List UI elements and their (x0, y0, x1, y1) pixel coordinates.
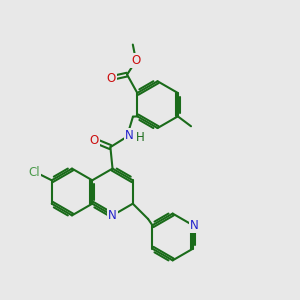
Text: Cl: Cl (28, 166, 40, 179)
Text: H: H (136, 131, 145, 145)
Text: O: O (131, 54, 141, 67)
Text: O: O (90, 134, 99, 147)
Text: N: N (190, 219, 199, 232)
Text: N: N (124, 129, 134, 142)
Text: N: N (108, 209, 117, 222)
Text: O: O (106, 72, 116, 85)
